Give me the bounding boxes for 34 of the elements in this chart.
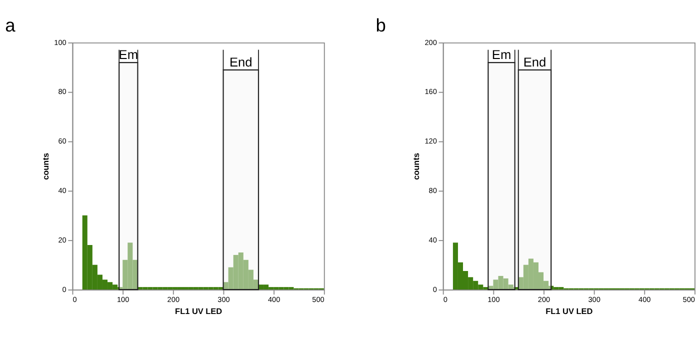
x-tick-label: 500: [682, 294, 695, 304]
y-tick-label: 60: [58, 136, 66, 146]
y-tick-label: 100: [54, 38, 66, 47]
x-tick-label: 400: [638, 294, 651, 304]
x-tick-label: 300: [218, 294, 230, 304]
y-tick-label: 80: [58, 87, 66, 96]
y-tick-label: 0: [432, 284, 437, 294]
y-axis-title: counts: [42, 152, 51, 180]
x-tick-label: 100: [116, 294, 130, 304]
y-tick-label: 0: [62, 284, 66, 294]
band-label: End: [523, 54, 546, 70]
x-tick-label: 0: [72, 294, 77, 304]
x-tick-label: 100: [488, 294, 500, 304]
x-tick-label: 200: [538, 294, 550, 304]
x-tick-label: 0: [443, 294, 448, 304]
x-tick-label: 500: [312, 294, 324, 304]
y-tick-label: 40: [58, 186, 66, 195]
y-tick-label: 80: [428, 186, 437, 195]
y-tick-label: 120: [424, 136, 437, 146]
y-tick-label: 20: [58, 235, 66, 244]
x-tick-label: 200: [167, 294, 180, 304]
band-label: Em: [492, 46, 512, 62]
y-axis-title: counts: [412, 152, 422, 180]
band-label: End: [229, 54, 252, 70]
y-tick-label: 200: [424, 38, 437, 47]
x-axis-title: FL1 UV LED: [175, 306, 222, 316]
chart-title: a: [5, 14, 16, 36]
x-axis-title: FL1 UV LED: [546, 306, 593, 316]
y-tick-label: 40: [428, 235, 437, 244]
band-label: Em: [118, 46, 138, 62]
x-tick-label: 400: [268, 294, 280, 304]
chart-title: b: [376, 14, 386, 36]
x-tick-label: 300: [588, 294, 600, 304]
y-tick-label: 160: [424, 87, 437, 96]
